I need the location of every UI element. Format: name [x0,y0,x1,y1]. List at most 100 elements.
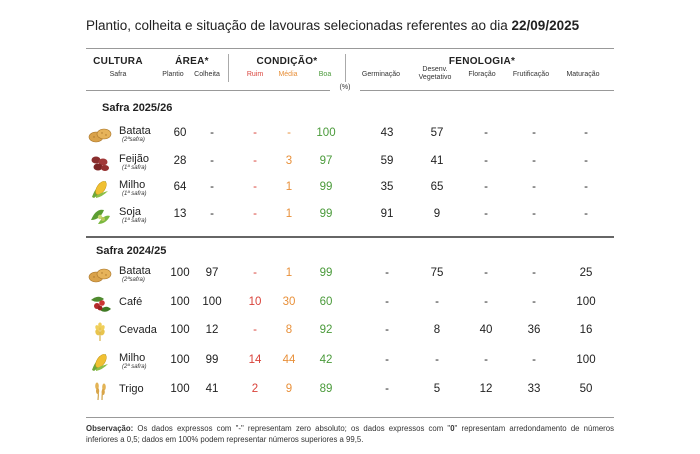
cell-media: 44 [282,354,296,366]
potato-icon [88,265,112,285]
page-title: Plantio, colheita e situação de lavouras… [86,18,579,33]
barley-icon [88,322,112,342]
cell-desenv: 65 [430,181,444,193]
cell-desenv: 8 [433,324,441,336]
footnote-label: Observação: [86,424,134,433]
section-title: Safra 2024/25 [96,245,167,257]
cell-frutificacao: - [532,296,536,308]
cell-frutificacao: - [532,181,536,193]
cell-boa: 89 [319,383,333,395]
cell-germinacao: 43 [380,127,394,139]
header-top-rule [86,48,614,49]
cell-germinacao: 35 [380,181,394,193]
footnote-rule [86,417,614,418]
cell-desenv: 9 [433,208,441,220]
header-desenv-2: Vegetativo [418,74,452,81]
cell-germinacao: - [385,296,389,308]
cell-colheita: - [210,181,214,193]
cell-media: 1 [285,181,293,193]
crop-note: (1ª safra) [122,191,147,197]
title-text: Plantio, colheita e situação de lavouras… [86,18,512,33]
cell-boa: 92 [319,324,333,336]
crop-name: Batata [119,265,151,277]
cell-media: 1 [285,267,293,279]
section-divider [86,236,614,238]
cell-colheita: 41 [205,383,219,395]
cell-plantio: 100 [170,354,190,366]
cell-boa: 99 [319,181,333,193]
crop-name: Milho [119,352,146,364]
cell-maturacao: 100 [576,354,596,366]
cell-boa: 99 [319,208,333,220]
cell-colheita: 100 [202,296,222,308]
cell-frutificacao: - [532,155,536,167]
header-media: Média [278,71,298,78]
cell-floracao: - [484,208,488,220]
cell-boa: 60 [319,296,333,308]
cell-floracao: - [484,354,488,366]
cell-maturacao: 50 [579,383,593,395]
cell-ruim: - [253,267,257,279]
header-safra: Safra [109,71,127,78]
cell-media: 3 [285,155,293,167]
cell-germinacao: - [385,383,389,395]
crop-note: (2ªsafra) [122,277,145,283]
cell-frutificacao: - [532,208,536,220]
cell-maturacao: - [584,208,588,220]
cell-maturacao: - [584,181,588,193]
cell-plantio: 28 [173,155,187,167]
cell-floracao: - [484,181,488,193]
cell-desenv: 57 [430,127,444,139]
cell-germinacao: - [385,267,389,279]
cell-plantio: 100 [170,267,190,279]
header-plantio: Plantio [162,71,184,78]
crop-name: Trigo [119,383,144,395]
cell-maturacao: - [584,155,588,167]
title-date: 22/09/2025 [511,18,580,33]
cell-germinacao: - [385,324,389,336]
cell-floracao: - [484,155,488,167]
crop-name: Café [119,296,143,308]
coffee-icon [88,294,112,314]
crop-note: (1ª safra) [122,165,147,171]
cell-frutificacao: 36 [527,324,541,336]
cell-plantio: 13 [173,208,187,220]
cell-frutificacao: - [532,354,536,366]
cell-maturacao: 100 [576,296,596,308]
header-germinacao: Germinação [361,71,401,78]
crop-name: Soja [119,206,142,218]
cell-boa: 100 [316,127,336,139]
cell-maturacao: 25 [579,267,593,279]
cell-colheita: - [210,155,214,167]
cell-boa: 97 [319,155,333,167]
cell-plantio: 100 [170,383,190,395]
crop-name: Feijão [119,153,149,165]
corn-icon [88,352,112,372]
cell-plantio: 100 [170,296,190,308]
crop-note: (1ª safra) [122,218,147,224]
cell-ruim: - [253,181,257,193]
cell-media: - [287,127,291,139]
header-colheita: Colheita [194,71,220,78]
header-boa: Boa [318,71,332,78]
soy-icon [88,206,112,226]
cell-germinacao: 91 [380,208,394,220]
header-maturacao: Maturação [566,71,600,78]
footnote-text: Os dados expressos com "-" representam z… [133,424,451,433]
cell-frutificacao: 33 [527,383,541,395]
footnote: Observação: Os dados expressos com "-" r… [86,423,614,445]
cell-desenv: 41 [430,155,444,167]
header-desenv-1: Desenv. [422,66,448,73]
cell-ruim: 10 [248,296,262,308]
cell-colheita: 99 [205,354,219,366]
cell-ruim: - [253,324,257,336]
cell-desenv: 75 [430,267,444,279]
potato-icon [88,125,112,145]
cell-plantio: 60 [173,127,187,139]
cell-media: 8 [285,324,293,336]
cell-colheita: - [210,127,214,139]
header-fenologia: FENOLOGIA* [448,56,516,67]
cell-frutificacao: - [532,127,536,139]
cell-ruim: 2 [251,383,259,395]
crop-note: (2ª safra) [122,364,147,370]
